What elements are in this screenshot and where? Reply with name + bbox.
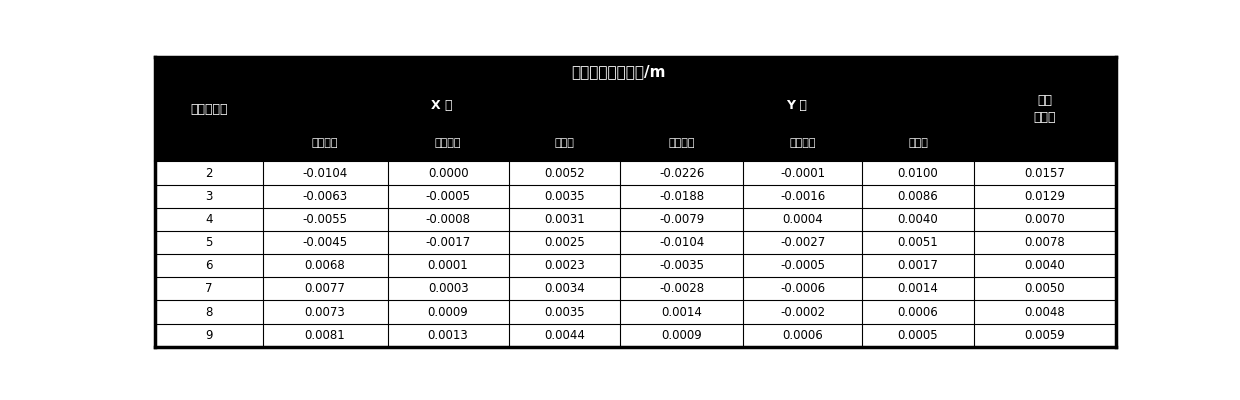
Text: 0.0059: 0.0059	[1024, 329, 1065, 342]
Text: 0.0086: 0.0086	[898, 190, 939, 203]
Text: 0.0051: 0.0051	[898, 236, 939, 249]
Text: 点位
中误差: 点位 中误差	[1034, 94, 1056, 124]
Text: 0.0000: 0.0000	[428, 166, 469, 180]
Text: -0.0005: -0.0005	[780, 259, 825, 272]
Text: -0.0104: -0.0104	[658, 236, 704, 249]
Text: -0.0028: -0.0028	[660, 282, 704, 295]
Text: 0.0035: 0.0035	[544, 190, 585, 203]
Text: 0.0025: 0.0025	[544, 236, 585, 249]
Text: 0.0077: 0.0077	[305, 282, 346, 295]
Text: 中误差: 中误差	[908, 138, 928, 148]
Text: -0.0008: -0.0008	[425, 213, 471, 226]
Text: 4: 4	[205, 213, 212, 226]
Text: 0.0068: 0.0068	[305, 259, 346, 272]
Text: 0.0073: 0.0073	[305, 306, 346, 318]
Text: 5: 5	[205, 236, 212, 249]
Text: 0.0023: 0.0023	[544, 259, 585, 272]
Text: 0.0048: 0.0048	[1024, 306, 1065, 318]
Text: -0.0017: -0.0017	[425, 236, 471, 249]
Text: -0.0188: -0.0188	[660, 190, 704, 203]
Text: 0.0001: 0.0001	[428, 259, 469, 272]
Text: 9: 9	[205, 329, 212, 342]
Text: 0.0006: 0.0006	[782, 329, 823, 342]
Text: 0.0005: 0.0005	[898, 329, 939, 342]
Text: -0.0005: -0.0005	[425, 190, 471, 203]
Text: 0.0129: 0.0129	[1024, 190, 1065, 203]
Text: 最大误差: 最大误差	[311, 138, 339, 148]
Text: 模拟变换的残差点/m: 模拟变换的残差点/m	[570, 64, 666, 79]
Text: -0.0027: -0.0027	[780, 236, 826, 249]
Text: 0.0078: 0.0078	[1024, 236, 1065, 249]
Text: 0.0070: 0.0070	[1024, 213, 1065, 226]
Text: 0.0157: 0.0157	[1024, 166, 1065, 180]
Text: 0.0044: 0.0044	[544, 329, 585, 342]
Text: 0.0009: 0.0009	[428, 306, 469, 318]
Text: 中误差: 中误差	[554, 138, 574, 148]
Text: 6: 6	[205, 259, 212, 272]
Text: -0.0104: -0.0104	[303, 166, 347, 180]
Text: 0.0035: 0.0035	[544, 306, 585, 318]
Text: 公共点个数: 公共点个数	[190, 103, 228, 116]
Text: 0.0009: 0.0009	[661, 329, 702, 342]
Text: 2: 2	[205, 166, 212, 180]
Text: 0.0040: 0.0040	[1024, 259, 1065, 272]
Text: 0.0034: 0.0034	[544, 282, 585, 295]
Text: -0.0002: -0.0002	[780, 306, 826, 318]
Text: Y 轴: Y 轴	[786, 99, 807, 112]
Text: 最大误差: 最大误差	[668, 138, 694, 148]
Text: -0.0063: -0.0063	[303, 190, 347, 203]
Text: 0.0050: 0.0050	[1024, 282, 1065, 295]
Text: 0.0006: 0.0006	[898, 306, 939, 318]
Text: -0.0006: -0.0006	[780, 282, 826, 295]
Text: 0.0100: 0.0100	[898, 166, 939, 180]
Text: 0.0014: 0.0014	[661, 306, 702, 318]
Text: 7: 7	[205, 282, 212, 295]
Text: -0.0016: -0.0016	[780, 190, 826, 203]
Text: 0.0004: 0.0004	[782, 213, 823, 226]
Text: -0.0035: -0.0035	[660, 259, 704, 272]
Text: 0.0031: 0.0031	[544, 213, 585, 226]
Text: 0.0017: 0.0017	[898, 259, 939, 272]
Text: 8: 8	[205, 306, 212, 318]
Text: X 轴: X 轴	[430, 99, 453, 112]
Text: 最小误差: 最小误差	[435, 138, 461, 148]
Bar	[155, 57, 1116, 162]
Text: 0.0052: 0.0052	[544, 166, 585, 180]
Text: 0.0040: 0.0040	[898, 213, 939, 226]
Text: -0.0001: -0.0001	[780, 166, 826, 180]
Text: -0.0226: -0.0226	[658, 166, 704, 180]
Text: -0.0045: -0.0045	[303, 236, 347, 249]
Text: 0.0003: 0.0003	[428, 282, 469, 295]
Text: 最小误差: 最小误差	[790, 138, 816, 148]
Text: -0.0055: -0.0055	[303, 213, 347, 226]
Text: 0.0014: 0.0014	[898, 282, 939, 295]
Bar	[155, 162, 1116, 347]
Text: 0.0013: 0.0013	[428, 329, 469, 342]
Text: 3: 3	[205, 190, 212, 203]
Text: 0.0081: 0.0081	[305, 329, 346, 342]
Text: -0.0079: -0.0079	[658, 213, 704, 226]
